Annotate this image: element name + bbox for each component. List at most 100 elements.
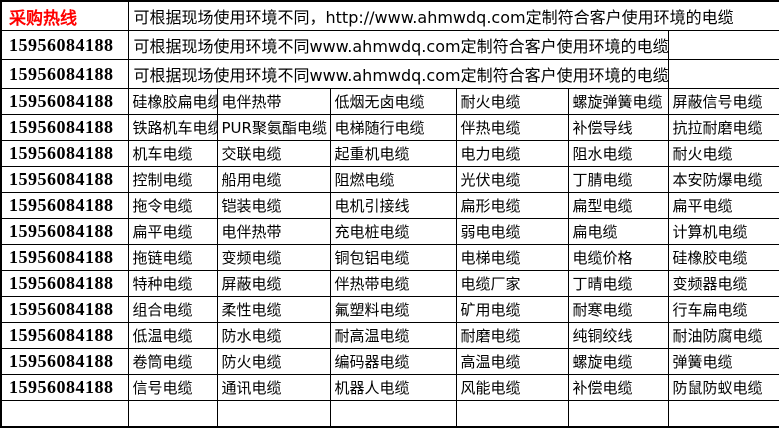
product-row: 15956084188 硅橡胶扁电缆 电伴热带 低烟无卤电缆 耐火电缆 螺旋弹簧电缆 屏蔽信… xyxy=(0,88,779,115)
product-cell: 屏蔽信号电缆 xyxy=(667,88,779,115)
product-cell: 本安防爆电缆 xyxy=(667,166,779,193)
header-row: 采购热线 可根据现场使用环境不同，http://www.ahmwdq.com定制… xyxy=(0,0,779,31)
product-cell: 电伴热带 xyxy=(216,218,331,245)
product-cell: 计算机电缆 xyxy=(667,218,779,245)
banner-text: 可根据现场使用环境不同www.ahmwdq.com定制符合客户使用环境的电缆 xyxy=(127,59,669,89)
empty-cell xyxy=(455,400,569,428)
product-cell: 抗拉耐磨电缆 xyxy=(667,114,779,141)
banner-text-row1: 可根据现场使用环境不同，http://www.ahmwdq.com定制符合客户使… xyxy=(127,0,779,31)
product-cell: 耐火电缆 xyxy=(455,88,569,115)
product-cell: 低温电缆 xyxy=(127,322,218,349)
product-cell: 船用电缆 xyxy=(216,166,331,193)
product-row: 15956084188 信号电缆 通讯电缆 机器人电缆 风能电缆 补偿电缆 防鼠防蚁电缆 xyxy=(0,374,779,401)
product-cell: 风能电缆 xyxy=(455,374,569,401)
product-cell: 行车扁电缆 xyxy=(667,296,779,323)
product-cell: 机车电缆 xyxy=(127,140,218,167)
product-cell: 电缆厂家 xyxy=(455,270,569,297)
product-cell: 耐磨电缆 xyxy=(455,322,569,349)
product-cell: 扁电缆 xyxy=(567,218,669,245)
hotline-phone: 15956084188 xyxy=(0,114,129,141)
product-cell: 防鼠防蚁电缆 xyxy=(667,374,779,401)
product-cell: 耐寒电缆 xyxy=(567,296,669,323)
product-cell: 螺旋电缆 xyxy=(567,348,669,375)
product-row: 15956084188 组合电缆 柔性电缆 氟塑料电缆 矿用电缆 耐寒电缆 行车扁电缆 xyxy=(0,296,779,323)
product-cell: 电机引接线 xyxy=(329,192,457,219)
product-cell: 螺旋弹簧电缆 xyxy=(567,88,669,115)
empty-cell xyxy=(667,30,779,60)
product-cell: 卷筒电缆 xyxy=(127,348,218,375)
product-cell: 起重机电缆 xyxy=(329,140,457,167)
empty-cell xyxy=(667,400,779,428)
product-cell: 氟塑料电缆 xyxy=(329,296,457,323)
product-cell: 光伏电缆 xyxy=(455,166,569,193)
product-cell: 变频电缆 xyxy=(216,244,331,271)
empty-cell xyxy=(567,400,669,428)
empty-cell xyxy=(127,400,218,428)
product-cell: 防火电缆 xyxy=(216,348,331,375)
hotline-phone: 15956084188 xyxy=(0,218,129,245)
product-cell: PUR聚氨酯电缆 xyxy=(216,114,331,141)
product-cell: 扁平电缆 xyxy=(127,218,218,245)
product-cell: 低烟无卤电缆 xyxy=(329,88,457,115)
product-cell: 信号电缆 xyxy=(127,374,218,401)
product-cell: 充电桩电缆 xyxy=(329,218,457,245)
product-cell: 通讯电缆 xyxy=(216,374,331,401)
product-cell: 编码器电缆 xyxy=(329,348,457,375)
product-cell: 耐油防腐电缆 xyxy=(667,322,779,349)
product-cell: 电缆价格 xyxy=(567,244,669,271)
product-row: 15956084188 拖令电缆 铠装电缆 电机引接线 扁形电缆 扁型电缆 扁平电缆 xyxy=(0,192,779,219)
hotline-phone: 15956084188 xyxy=(0,348,129,375)
empty-cell xyxy=(216,400,331,428)
product-cell: 弹簧电缆 xyxy=(667,348,779,375)
empty-cell xyxy=(0,400,129,428)
product-row: 15956084188 卷筒电缆 防火电缆 编码器电缆 高温电缆 螺旋电缆 弹簧电缆 xyxy=(0,348,779,375)
product-row: 15956084188 拖链电缆 变频电缆 铜包铝电缆 电梯电缆 电缆价格 硅橡胶电缆 xyxy=(0,244,779,271)
product-cell: 硅橡胶扁电缆 xyxy=(127,88,218,115)
product-cell: 弱电电缆 xyxy=(455,218,569,245)
product-cell: 柔性电缆 xyxy=(216,296,331,323)
product-cell: 高温电缆 xyxy=(455,348,569,375)
hotline-phone: 15956084188 xyxy=(0,322,129,349)
hotline-phone: 15956084188 xyxy=(0,374,129,401)
empty-cell xyxy=(329,400,457,428)
hotline-phone: 15956084188 xyxy=(0,270,129,297)
hotline-phone: 15956084188 xyxy=(0,88,129,115)
empty-row xyxy=(0,400,779,428)
hotline-phone: 15956084188 xyxy=(0,244,129,271)
product-cell: 控制电缆 xyxy=(127,166,218,193)
empty-cell xyxy=(667,59,779,89)
product-cell: 扁形电缆 xyxy=(455,192,569,219)
product-cell: 铠装电缆 xyxy=(216,192,331,219)
banner-row: 15956084188 可根据现场使用环境不同www.ahmwdq.com定制符… xyxy=(0,30,779,60)
product-row: 15956084188 机车电缆 交联电缆 起重机电缆 电力电缆 阻水电缆 耐火电缆 xyxy=(0,140,779,167)
product-row: 15956084188 低温电缆 防水电缆 耐高温电缆 耐磨电缆 纯铜绞线 耐油防腐电缆 xyxy=(0,322,779,349)
product-cell: 扁平电缆 xyxy=(667,192,779,219)
product-cell: 矿用电缆 xyxy=(455,296,569,323)
product-cell: 补偿导线 xyxy=(567,114,669,141)
hotline-phone: 15956084188 xyxy=(0,192,129,219)
product-cell: 组合电缆 xyxy=(127,296,218,323)
product-cell: 电梯电缆 xyxy=(455,244,569,271)
hotline-phone: 15956084188 xyxy=(0,166,129,193)
hotline-phone: 15956084188 xyxy=(0,30,129,60)
product-cell: 特种电缆 xyxy=(127,270,218,297)
product-cell: 铁路机车电缆 xyxy=(127,114,218,141)
product-cell: 耐火电缆 xyxy=(667,140,779,167)
product-row: 15956084188 铁路机车电缆 PUR聚氨酯电缆 电梯随行电缆 伴热电缆 补偿导线抗… xyxy=(0,114,779,141)
product-cell: 阻水电缆 xyxy=(567,140,669,167)
product-row: 15956084188 扁平电缆 电伴热带 充电桩电缆 弱电电缆 扁电缆 计算机电缆 xyxy=(0,218,779,245)
product-row: 15956084188 控制电缆 船用电缆 阻燃电缆 光伏电缆 丁腈电缆 本安防爆电缆 xyxy=(0,166,779,193)
product-cell: 机器人电缆 xyxy=(329,374,457,401)
product-cell: 丁腈电缆 xyxy=(567,166,669,193)
product-cell: 防水电缆 xyxy=(216,322,331,349)
hotline-label: 采购热线 xyxy=(0,0,129,31)
product-cell: 交联电缆 xyxy=(216,140,331,167)
hotline-phone: 15956084188 xyxy=(0,59,129,89)
banner-text: 可根据现场使用环境不同www.ahmwdq.com定制符合客户使用环境的电缆 xyxy=(127,30,669,60)
product-cell: 硅橡胶电缆 xyxy=(667,244,779,271)
hotline-phone: 15956084188 xyxy=(0,296,129,323)
product-cell: 伴热电缆 xyxy=(455,114,569,141)
product-cell: 拖令电缆 xyxy=(127,192,218,219)
product-cell: 电伴热带 xyxy=(216,88,331,115)
product-cell: 铜包铝电缆 xyxy=(329,244,457,271)
